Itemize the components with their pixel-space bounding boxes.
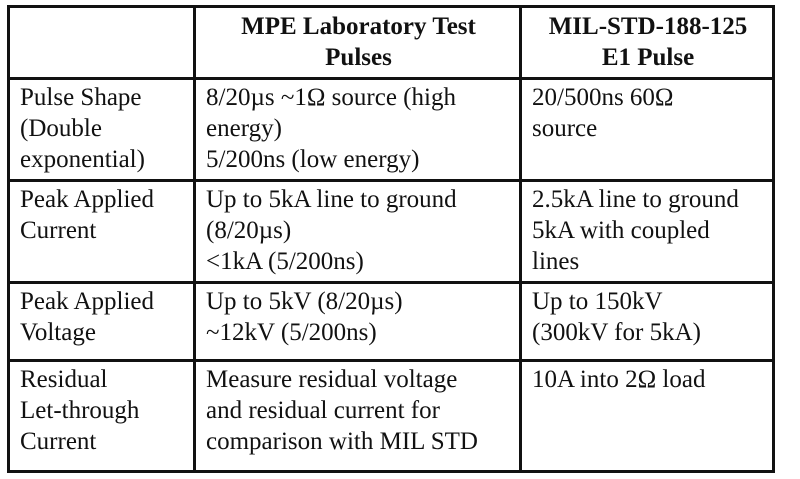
mil-cell-line: (300kV for 5kA) <box>532 319 701 346</box>
row-label: Pulse Shape (Double exponential) <box>7 77 196 182</box>
table-row: Peak Applied Voltage Up to 5kV (8/20µs) … <box>7 281 775 362</box>
mpe-cell-line: and residual current for <box>206 397 440 424</box>
mil-cell-line: 2.5kA line to ground <box>532 186 739 213</box>
row-label-line: Current <box>20 428 97 455</box>
mpe-cell-line: comparison with MIL STD <box>206 428 478 455</box>
row-label-line: Voltage <box>20 319 96 346</box>
mil-cell: 20/500ns 60Ω source <box>519 77 775 182</box>
mpe-cell-line: Up to 5kA line to ground <box>206 186 457 213</box>
row-label: Residual Let-through Current <box>7 359 196 473</box>
row-label-line: Residual <box>20 366 108 393</box>
row-label: Peak Applied Voltage <box>7 281 196 362</box>
header-mil: MIL-STD-188-125 E1 Pulse <box>519 5 775 80</box>
row-label-line: exponential) <box>20 146 145 173</box>
header-mil-line-1: MIL-STD-188-125 <box>548 13 748 40</box>
mpe-cell-line: (8/20µs) <box>206 217 292 244</box>
comparison-table: MPE Laboratory Test Pulses MIL-STD-188-1… <box>7 5 775 473</box>
row-label-line: (Double <box>20 115 102 142</box>
mpe-cell-line: energy) <box>206 115 282 142</box>
table-row: Residual Let-through Current Measure res… <box>7 359 775 473</box>
mpe-cell-line: Measure residual voltage <box>206 366 458 393</box>
mpe-cell: Measure residual voltage and residual cu… <box>193 359 522 473</box>
mil-cell-line: source <box>532 115 598 142</box>
header-empty-cell <box>7 5 196 80</box>
mil-cell: 2.5kA line to ground 5kA with coupled li… <box>519 179 775 284</box>
table-row: Pulse Shape (Double exponential) 8/20µs … <box>7 77 775 182</box>
row-label: Peak Applied Current <box>7 179 196 284</box>
table-row: Peak Applied Current Up to 5kA line to g… <box>7 179 775 284</box>
row-label-line: Peak Applied <box>20 288 155 315</box>
mil-cell: Up to 150kV (300kV for 5kA) <box>519 281 775 362</box>
header-row: MPE Laboratory Test Pulses MIL-STD-188-1… <box>7 5 775 80</box>
mpe-cell-line: 8/20µs ~1Ω source (high <box>206 84 456 111</box>
mil-cell-line: 20/500ns 60Ω <box>532 84 674 111</box>
row-label-line: Let-through <box>20 397 140 424</box>
mpe-cell: Up to 5kV (8/20µs) ~12kV (5/200ns) <box>193 281 522 362</box>
header-mpe-line-1: MPE Laboratory Test <box>241 13 476 40</box>
mpe-cell-line: ~12kV (5/200ns) <box>206 319 377 346</box>
mpe-cell: Up to 5kA line to ground (8/20µs) <1kA (… <box>193 179 522 284</box>
header-mil-line-2: E1 Pulse <box>601 44 695 71</box>
mpe-cell: 8/20µs ~1Ω source (high energy) 5/200ns … <box>193 77 522 182</box>
row-label-line: Pulse Shape <box>20 84 142 111</box>
mpe-cell-line: 5/200ns (low energy) <box>206 146 420 173</box>
mil-cell-line: Up to 150kV <box>532 288 663 315</box>
mil-cell-line: lines <box>532 248 580 275</box>
mpe-cell-line: Up to 5kV (8/20µs) <box>206 288 403 315</box>
header-mpe: MPE Laboratory Test Pulses <box>193 5 522 80</box>
row-label-line: Current <box>20 217 97 244</box>
mil-cell-line: 5kA with coupled <box>532 217 710 244</box>
row-label-line: Peak Applied <box>20 186 155 213</box>
mpe-cell-line: <1kA (5/200ns) <box>206 248 364 275</box>
mil-cell-line: 10A into 2Ω load <box>532 366 706 393</box>
header-mpe-line-2: Pulses <box>325 44 392 71</box>
mil-cell: 10A into 2Ω load <box>519 359 775 473</box>
